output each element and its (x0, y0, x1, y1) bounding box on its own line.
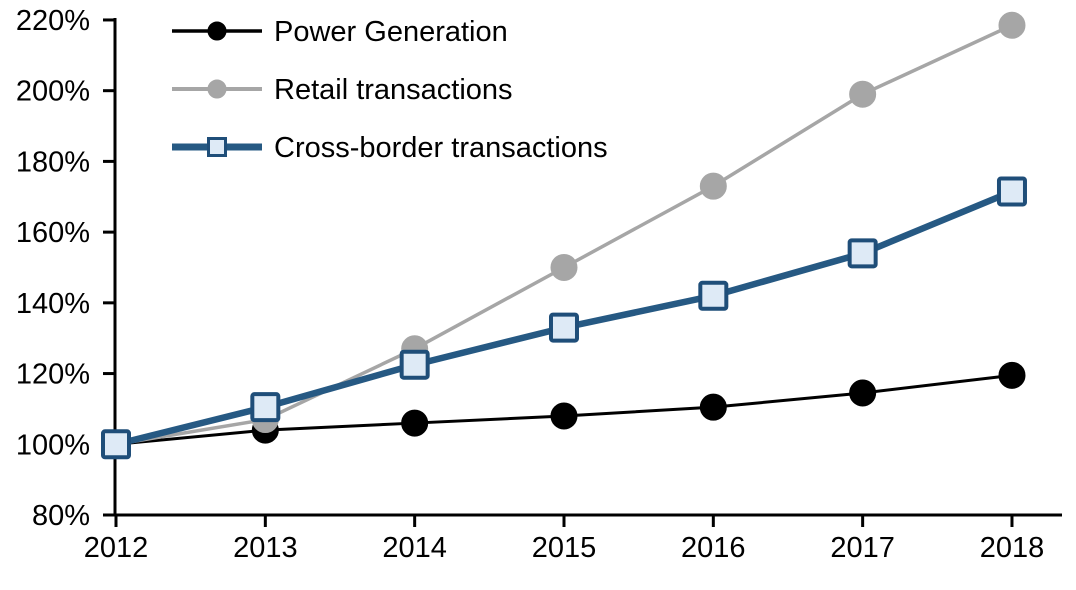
x-axis-label-2015: 2015 (532, 532, 597, 564)
legend-label-retail-transactions: Retail transactions (274, 74, 513, 106)
cross-border-transactions-marker-2016 (698, 280, 729, 311)
legend-label-power-generation: Power Generation (274, 16, 508, 48)
legend-circle-marker-icon (207, 21, 227, 41)
legend-item-cross-border-transactions: Cross-border transactions (172, 132, 608, 164)
retail-transactions-marker-2017 (849, 80, 877, 108)
retail-transactions-marker-2018 (998, 11, 1026, 39)
y-axis-label-80: 80% (32, 500, 90, 532)
retail-transactions-marker-2016 (699, 172, 727, 200)
y-axis-label-120: 120% (16, 359, 90, 391)
legend-label-cross-border-transactions: Cross-border transactions (274, 132, 608, 164)
x-axis-label-2013: 2013 (233, 532, 298, 564)
cross-border-transactions-marker-2014 (399, 349, 430, 380)
y-axis-label-160: 160% (16, 217, 90, 249)
cross-border-transactions-marker-2015 (548, 312, 579, 343)
legend-item-power-generation: Power Generation (172, 16, 508, 48)
cross-border-transactions-marker-2017 (847, 238, 878, 269)
y-axis-label-100: 100% (16, 429, 90, 461)
y-axis-label-200: 200% (16, 76, 90, 108)
y-axis-label-180: 180% (16, 146, 90, 178)
series-cross-border-transactions (101, 176, 1027, 460)
power-generation-marker-2016 (699, 393, 727, 421)
cross-border-transactions-marker-2018 (996, 176, 1027, 207)
power-generation-marker-2017 (849, 379, 877, 407)
y-axis-label-140: 140% (16, 288, 90, 320)
retail-transactions-marker-2015 (550, 253, 578, 281)
power-generation-marker-2014 (401, 409, 429, 437)
x-axis-label-2018: 2018 (980, 532, 1045, 564)
x-axis-label-2016: 2016 (681, 532, 746, 564)
power-generation-marker-2018 (998, 361, 1026, 389)
axes: 80% 100% 120% 140% 160% 180% 200% 220% 2012 2013 2… (16, 5, 1062, 564)
legend: Power Generation Retail transactions Cross… (172, 16, 608, 164)
x-axis-label-2012: 2012 (84, 532, 149, 564)
legend-square-marker-icon (207, 137, 227, 157)
cross-border-transactions-marker-2012 (101, 429, 131, 460)
y-axis-label-220: 220% (16, 5, 90, 37)
legend-item-retail-transactions: Retail transactions (172, 74, 513, 106)
legend-circle-marker-icon (207, 79, 227, 99)
x-axis-label-2014: 2014 (382, 532, 447, 564)
power-generation-marker-2015 (550, 402, 578, 430)
x-axis-label-2017: 2017 (830, 532, 895, 564)
cross-border-transactions-marker-2013 (250, 392, 281, 423)
